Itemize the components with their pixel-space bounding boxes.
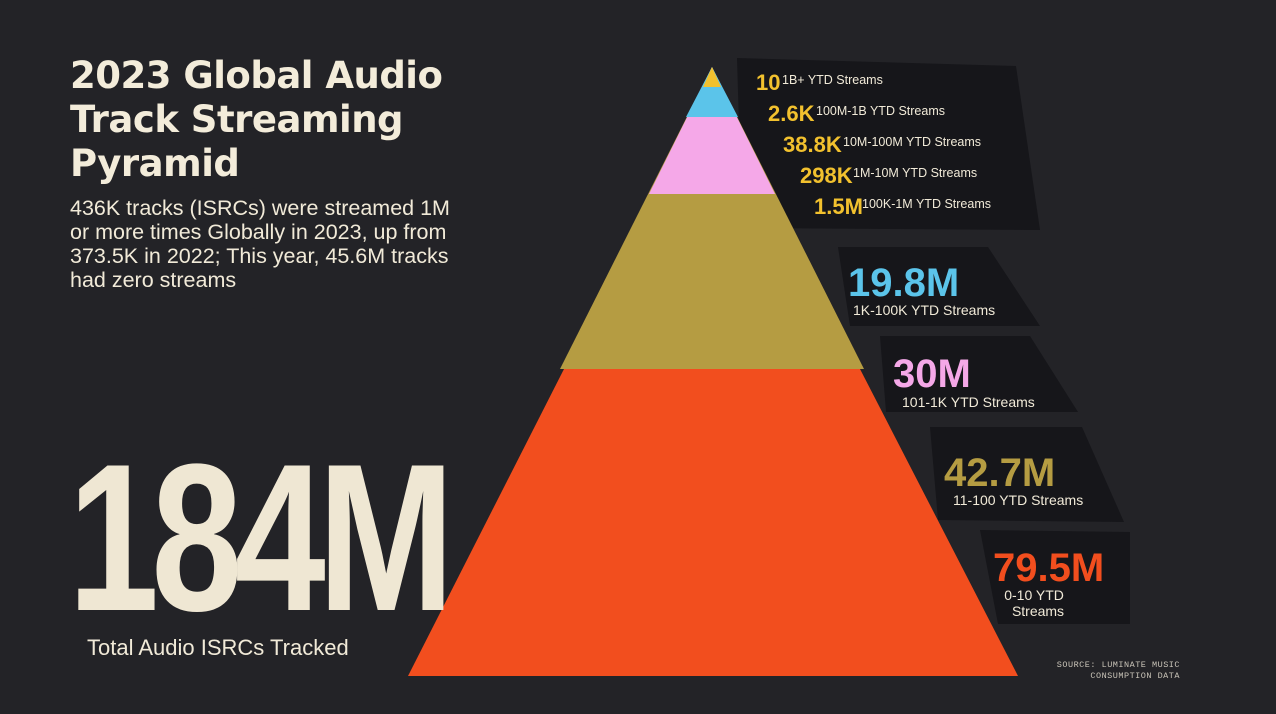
tier-101-1k-band: [649, 67, 775, 194]
tier-label-line: 0-10 YTD: [1004, 587, 1064, 603]
total-isrcs-label: Total Audio ISRCs Tracked: [87, 635, 349, 660]
tier-label: 1K-100K YTD Streams: [853, 302, 995, 318]
tier-label-line: Streams: [1012, 603, 1064, 619]
page-subtitle: 436K tracks (ISRCs) were streamed 1M or …: [70, 196, 450, 292]
total-isrcs-value: 184M: [68, 420, 454, 655]
page-title: 2023 Global Audio Track Streaming Pyrami…: [70, 54, 443, 185]
tier-11-100-band: [560, 67, 864, 369]
tier-0-10-band: [408, 369, 1018, 676]
tier-value: 1.5M: [814, 194, 863, 219]
tier-label: 0-10 YTD Streams: [1004, 587, 1068, 619]
tier-label: 100M-1B YTD Streams: [816, 104, 945, 118]
tier-label: 101-1K YTD Streams: [902, 394, 1035, 410]
tier-1k-100k-band: [686, 67, 738, 117]
tier-label: 1M-10M YTD Streams: [853, 166, 977, 180]
tier-value: 79.5M: [993, 546, 1104, 590]
tier-value: 10: [756, 70, 780, 95]
tier-callout-1b: 10 1B+ YTD Streams: [756, 70, 883, 95]
tier-value: 42.7M: [944, 451, 1055, 495]
tier-callout-1k: 19.8M 1K-100K YTD Streams: [848, 261, 995, 318]
tier-callout-100m: 2.6K 100M-1B YTD Streams: [768, 101, 945, 126]
tier-callout-100k: 1.5M 100K-1M YTD Streams: [814, 194, 991, 219]
tier-callout-1m: 298K 1M-10M YTD Streams: [800, 163, 977, 188]
callout-panel-101: [880, 336, 1078, 412]
source-note: SOURCE: LUMINATE MUSIC CONSUMPTION DATA: [1056, 660, 1180, 681]
tier-callout-11: 42.7M 11-100 YTD Streams: [944, 451, 1083, 508]
callout-panel-0: [980, 530, 1130, 624]
tier-value: 2.6K: [768, 101, 815, 126]
tier-callout-0: 79.5M 0-10 YTD Streams: [993, 546, 1104, 619]
tier-label: 10M-100M YTD Streams: [843, 135, 981, 149]
tier-label: 11-100 YTD Streams: [953, 492, 1083, 508]
tier-value: 38.8K: [783, 132, 842, 157]
tier-value: 30M: [893, 352, 971, 396]
tier-top-band: [703, 67, 721, 87]
tier-value: 298K: [800, 163, 853, 188]
callout-panel-11: [930, 427, 1124, 522]
tier-callout-101: 30M 101-1K YTD Streams: [893, 352, 1035, 410]
callout-panel-top: [737, 58, 1040, 230]
tier-label: 100K-1M YTD Streams: [862, 197, 991, 211]
tier-callout-10m: 38.8K 10M-100M YTD Streams: [783, 132, 981, 157]
tier-value: 19.8M: [848, 261, 959, 305]
tier-label: 1B+ YTD Streams: [782, 73, 883, 87]
callout-panel-1k: [838, 247, 1040, 326]
